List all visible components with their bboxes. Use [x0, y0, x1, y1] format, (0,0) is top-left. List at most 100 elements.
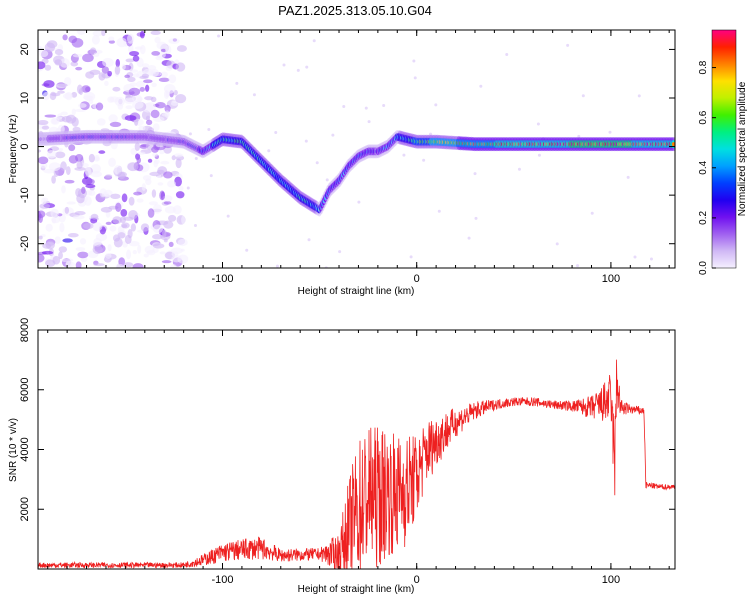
noise-blob — [41, 125, 50, 130]
noise-blob — [130, 148, 138, 155]
noise-speck — [505, 52, 509, 56]
snr-series-line — [38, 359, 675, 569]
noise-blob — [125, 58, 135, 63]
noise-blob — [89, 69, 101, 75]
y-tick-label: -20 — [19, 236, 31, 252]
noise-blob — [59, 222, 65, 233]
noise-speck — [217, 34, 221, 38]
noise-blob — [108, 40, 115, 44]
noise-blob — [116, 37, 128, 48]
colorbar-tick-label: 0.4 — [698, 160, 709, 174]
chart-title: PAZ1.2025.313.05.10.G04 — [278, 3, 432, 18]
noise-blob — [109, 96, 120, 103]
colorbar-tick-label: 0.8 — [698, 60, 709, 74]
noise-blob — [141, 183, 146, 191]
noise-blob — [140, 223, 150, 232]
noise-blob — [175, 191, 185, 199]
noise-blob — [142, 175, 152, 181]
noise-blob — [44, 64, 52, 71]
noise-blob — [154, 36, 161, 44]
noise-blob — [128, 87, 141, 96]
noise-blob — [176, 45, 187, 52]
noise-speck — [338, 250, 342, 254]
noise-blob — [101, 192, 110, 197]
noise-blob — [121, 222, 130, 229]
noise-blob — [152, 204, 162, 214]
noise-blob — [108, 36, 115, 41]
noise-blob — [54, 236, 61, 244]
noise-blob — [50, 208, 59, 218]
noise-blob — [51, 218, 57, 224]
noise-blob — [41, 197, 47, 205]
x-tick-label: 100 — [602, 574, 620, 586]
noise-speck — [252, 93, 256, 97]
noise-blob — [145, 71, 156, 75]
y-tick-label: 20 — [19, 43, 31, 55]
noise-blob — [107, 244, 112, 252]
noise-blob — [57, 90, 65, 94]
noise-blob — [93, 237, 102, 247]
noise-blob — [163, 84, 176, 94]
noise-blob — [101, 30, 106, 37]
noise-blob — [127, 162, 139, 172]
noise-blob — [168, 241, 174, 248]
noise-speck — [305, 65, 309, 69]
noise-blob — [160, 48, 166, 53]
noise-blob — [60, 161, 67, 172]
noise-blob — [145, 119, 153, 126]
noise-blob — [64, 179, 75, 184]
noise-blob — [163, 201, 172, 205]
noise-speck — [274, 130, 278, 134]
noise-blob — [152, 224, 164, 234]
noise-blob — [128, 210, 138, 220]
noise-blob — [62, 238, 73, 243]
y-tick-label: 8000 — [19, 318, 31, 342]
noise-blob — [124, 115, 137, 121]
noise-blob — [177, 238, 188, 247]
noise-blob — [168, 74, 177, 84]
noise-blob — [71, 108, 76, 116]
noise-blob — [115, 263, 124, 268]
noise-blob — [171, 155, 176, 161]
noise-speck — [402, 153, 406, 157]
noise-blob — [65, 166, 71, 176]
noise-blob — [139, 30, 145, 39]
noise-blob — [167, 180, 177, 188]
noise-blob — [168, 214, 177, 222]
noise-blob — [143, 253, 149, 258]
noise-blob — [150, 109, 160, 119]
x-tick-label: 0 — [414, 574, 420, 586]
noise-blob — [71, 37, 84, 48]
noise-blob — [170, 100, 179, 106]
noise-blob — [76, 193, 85, 204]
noise-blob — [110, 193, 121, 200]
spectrogram-heatmap — [38, 30, 675, 268]
noise-speck — [357, 200, 361, 204]
noise-blob — [91, 34, 100, 45]
noise-blob — [170, 264, 177, 268]
colorbar-ticks: 0.0 0.2 0.4 0.6 0.8 — [698, 60, 716, 275]
noise-blob — [70, 61, 79, 67]
noise-blob — [61, 185, 66, 194]
noise-blob — [85, 178, 95, 185]
noise-blob — [54, 48, 64, 56]
noise-blob — [156, 169, 165, 174]
noise-blob — [65, 260, 73, 267]
noise-blob — [102, 57, 114, 68]
noise-blob — [42, 243, 52, 249]
noise-blob — [132, 263, 144, 268]
noise-blob — [160, 160, 170, 165]
noise-blob — [112, 86, 121, 92]
noise-speck — [633, 255, 637, 259]
noise-speck — [315, 161, 319, 165]
noise-speck — [409, 255, 413, 259]
noise-blob — [38, 235, 43, 240]
noise-blob — [54, 151, 66, 159]
noise-blob — [139, 44, 146, 55]
noise-speck — [207, 127, 211, 131]
noise-blob — [67, 233, 79, 238]
noise-blob — [160, 71, 168, 78]
noise-blob — [121, 63, 126, 70]
noise-blob — [56, 116, 63, 120]
x-tick-label: -100 — [211, 574, 233, 586]
